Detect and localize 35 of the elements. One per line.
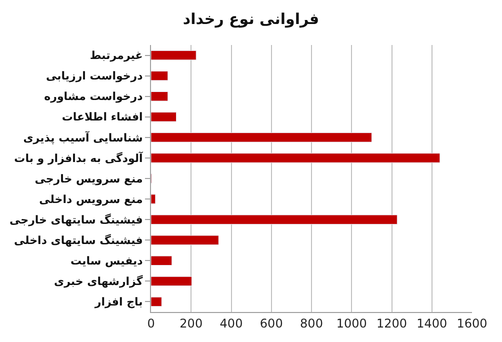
x-tick-label: 1000 bbox=[336, 316, 367, 330]
y-tick-label: منع سرویس داخلی bbox=[39, 192, 143, 206]
y-tick-label: آلودگی به بدافزار و بات bbox=[14, 150, 144, 165]
y-tick-label: فیشینگ سایتهای خارجی bbox=[10, 213, 143, 226]
y-tick-label: فیشینگ سایتهای داخلی bbox=[14, 234, 143, 247]
x-tick-label: 600 bbox=[260, 316, 283, 330]
bar bbox=[151, 235, 219, 245]
bar bbox=[151, 112, 177, 122]
x-tick-label: 1200 bbox=[376, 316, 408, 330]
bar bbox=[151, 132, 372, 142]
y-tick-label: شناسایی آسیب پذیری bbox=[23, 130, 143, 144]
y-tick-label: دیفیس سایت bbox=[70, 254, 144, 268]
x-tick-label: 400 bbox=[220, 316, 243, 330]
y-tick-label: درخواست ارزیابی bbox=[46, 70, 144, 83]
bar bbox=[151, 50, 196, 60]
y-tick-label: منع سرویس خارجی bbox=[34, 172, 143, 186]
bar bbox=[151, 153, 440, 163]
bar bbox=[151, 70, 168, 81]
x-tick-label: 200 bbox=[180, 316, 203, 330]
chart-title: فراوانی نوع رخداد bbox=[182, 10, 320, 28]
x-tick-label: 1600 bbox=[456, 316, 488, 330]
y-tick-label: غیرمرتبط bbox=[90, 49, 143, 62]
y-tick-label: باج افزار bbox=[94, 296, 143, 309]
bar bbox=[151, 194, 156, 204]
bar bbox=[151, 256, 172, 266]
x-tick-label: 1400 bbox=[416, 316, 448, 330]
y-tick-label: افشاء اطلاعات bbox=[62, 110, 143, 124]
bar bbox=[151, 276, 192, 286]
x-tick-label: 800 bbox=[300, 316, 323, 330]
y-tick-label: گزارشهای خبری bbox=[54, 275, 144, 288]
bar bbox=[151, 296, 162, 307]
bar bbox=[151, 214, 398, 224]
y-tick-label: درخواست مشاوره bbox=[44, 90, 144, 104]
x-tick-label: 0 bbox=[147, 316, 155, 330]
bar bbox=[151, 91, 168, 102]
